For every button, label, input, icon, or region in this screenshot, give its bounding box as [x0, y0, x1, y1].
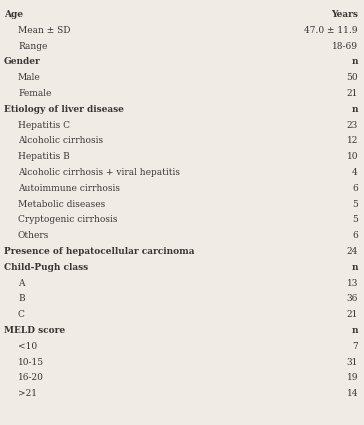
- Text: C: C: [18, 310, 25, 319]
- Text: 16-20: 16-20: [18, 374, 44, 382]
- Text: Male: Male: [18, 73, 41, 82]
- Text: Alcoholic cirrhosis + viral hepatitis: Alcoholic cirrhosis + viral hepatitis: [18, 168, 180, 177]
- Text: 13: 13: [347, 279, 358, 288]
- Text: 6: 6: [352, 231, 358, 240]
- Text: Years: Years: [331, 10, 358, 19]
- Text: 21: 21: [347, 89, 358, 98]
- Text: Others: Others: [18, 231, 50, 240]
- Text: 10-15: 10-15: [18, 357, 44, 367]
- Text: B: B: [18, 295, 25, 303]
- Text: Metabolic diseases: Metabolic diseases: [18, 200, 105, 209]
- Text: n: n: [352, 326, 358, 335]
- Text: 6: 6: [352, 184, 358, 193]
- Text: 23: 23: [347, 121, 358, 130]
- Text: 19: 19: [347, 374, 358, 382]
- Text: Autoimmune cirrhosis: Autoimmune cirrhosis: [18, 184, 120, 193]
- Text: Female: Female: [18, 89, 51, 98]
- Text: Gender: Gender: [4, 57, 41, 66]
- Text: Presence of hepatocellular carcinoma: Presence of hepatocellular carcinoma: [4, 247, 194, 256]
- Text: Hepatitis C: Hepatitis C: [18, 121, 70, 130]
- Text: Cryptogenic cirrhosis: Cryptogenic cirrhosis: [18, 215, 118, 224]
- Text: >21: >21: [18, 389, 37, 398]
- Text: Age: Age: [4, 10, 23, 19]
- Text: 47.0 ± 11.9: 47.0 ± 11.9: [305, 26, 358, 35]
- Text: n: n: [352, 105, 358, 114]
- Text: Mean ± SD: Mean ± SD: [18, 26, 71, 35]
- Text: A: A: [18, 279, 24, 288]
- Text: 5: 5: [352, 200, 358, 209]
- Text: 50: 50: [347, 73, 358, 82]
- Text: 10: 10: [347, 152, 358, 161]
- Text: n: n: [352, 263, 358, 272]
- Text: 18-69: 18-69: [332, 42, 358, 51]
- Text: 14: 14: [347, 389, 358, 398]
- Text: 24: 24: [347, 247, 358, 256]
- Text: 36: 36: [347, 295, 358, 303]
- Text: Alcoholic cirrhosis: Alcoholic cirrhosis: [18, 136, 103, 145]
- Text: 4: 4: [352, 168, 358, 177]
- Text: 12: 12: [347, 136, 358, 145]
- Text: Range: Range: [18, 42, 47, 51]
- Text: 5: 5: [352, 215, 358, 224]
- Text: <10: <10: [18, 342, 37, 351]
- Text: Etiology of liver disease: Etiology of liver disease: [4, 105, 124, 114]
- Text: 21: 21: [347, 310, 358, 319]
- Text: Child-Pugh class: Child-Pugh class: [4, 263, 88, 272]
- Text: Hepatitis B: Hepatitis B: [18, 152, 70, 161]
- Text: MELD score: MELD score: [4, 326, 65, 335]
- Text: n: n: [352, 57, 358, 66]
- Text: 7: 7: [352, 342, 358, 351]
- Text: 31: 31: [347, 357, 358, 367]
